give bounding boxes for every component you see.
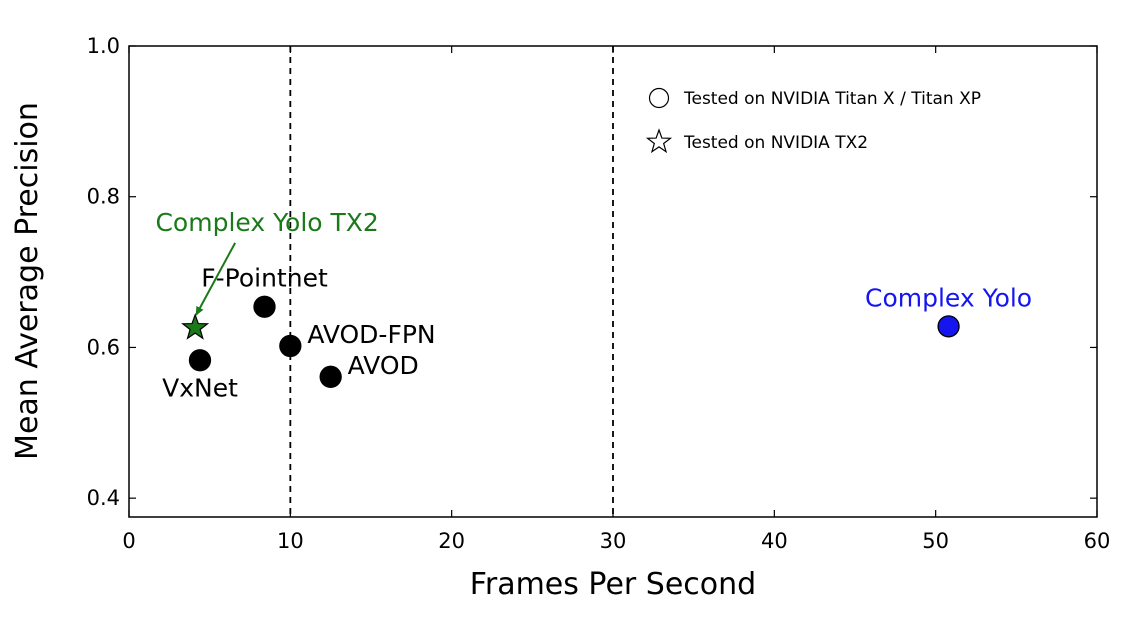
legend-label: Tested on NVIDIA TX2 [683, 133, 868, 153]
y-tick-label: 0.8 [87, 185, 120, 209]
point-label-complex-yolo-tx2: Complex Yolo TX2 [155, 208, 378, 237]
legend-label: Tested on NVIDIA Titan X / Titan XP [683, 89, 981, 109]
y-tick-label: 0.6 [87, 335, 120, 359]
point-label-f-pointnet: F-Pointnet [201, 264, 328, 293]
point-label-complex-yolo: Complex Yolo [865, 283, 1032, 312]
point-complex-yolo [937, 315, 960, 338]
point-label-avod: AVOD [348, 351, 419, 380]
x-tick-label: 50 [922, 529, 949, 553]
y-tick-label: 1.0 [87, 34, 120, 58]
legend-marker-circle [648, 87, 670, 109]
legend: Tested on NVIDIA Titan X / Titan XP Teste… [645, 87, 981, 154]
point-avod [319, 365, 342, 388]
point-avod-fpn [279, 334, 302, 358]
point-label-vxnet: VxNet [162, 373, 238, 402]
x-tick-label: 10 [277, 529, 304, 553]
x-axis-title: Frames Per Second [470, 567, 756, 602]
point-f-pointnet [253, 295, 276, 318]
x-tick-label: 30 [600, 529, 627, 553]
x-tick-label: 20 [438, 529, 465, 553]
point-vxnet [188, 349, 212, 372]
x-tick-label: 60 [1084, 529, 1111, 553]
x-tick-label: 40 [761, 529, 788, 553]
x-tick-label: 0 [122, 529, 135, 553]
y-axis-title: Mean Average Precision [10, 102, 45, 460]
legend-marker-star [645, 128, 673, 154]
annotation-arrow [195, 242, 237, 316]
y-tick-label: 0.4 [87, 486, 120, 510]
point-complex-yolo-tx2 [181, 313, 210, 340]
point-label-avod-fpn: AVOD-FPN [307, 320, 435, 349]
